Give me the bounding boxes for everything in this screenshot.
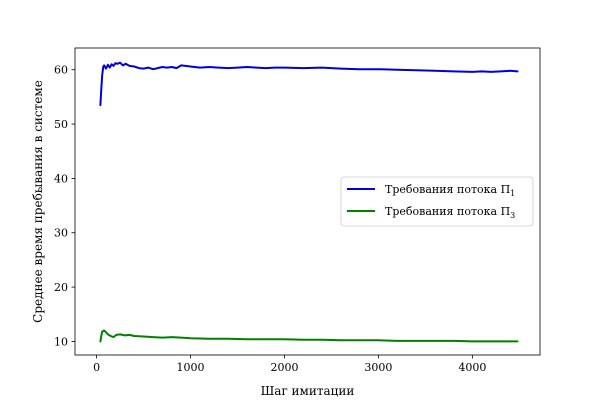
series-line-1 xyxy=(99,61,519,107)
y-tick-label: 40 xyxy=(54,172,68,185)
axes-frame xyxy=(74,47,541,356)
legend-label-subscript: 3 xyxy=(510,211,515,220)
x-tick-label: 2000 xyxy=(270,361,298,374)
x-tick-label: 4000 xyxy=(458,361,486,374)
y-tick-label: 50 xyxy=(54,118,68,131)
legend-label-2: Требования потока П3 xyxy=(385,205,515,220)
legend-label-text: Требования потока П xyxy=(385,205,510,218)
x-tick-label: 1000 xyxy=(177,361,205,374)
x-tick-label: 0 xyxy=(93,361,100,374)
legend-label-subscript: 1 xyxy=(510,189,515,198)
y-tick-label: 10 xyxy=(54,335,68,348)
plot-area xyxy=(99,61,519,343)
legend-label-text: Требования потока П xyxy=(385,183,510,196)
y-tick-label: 60 xyxy=(54,64,68,77)
series-line-2 xyxy=(99,329,519,343)
x-axis-ticks: 0 1000 2000 3000 4000 xyxy=(93,355,486,374)
y-tick-label: 20 xyxy=(54,281,68,294)
x-axis-label: Шаг имитации xyxy=(261,384,355,398)
x-tick-label: 3000 xyxy=(364,361,392,374)
y-axis-ticks: 10 20 30 40 50 60 xyxy=(54,64,75,348)
legend-label-1: Требования потока П1 xyxy=(385,183,515,198)
y-tick-label: 30 xyxy=(54,227,68,240)
y-axis-label: Среднее время пребывания в системе xyxy=(31,80,45,323)
legend-box xyxy=(340,176,534,227)
